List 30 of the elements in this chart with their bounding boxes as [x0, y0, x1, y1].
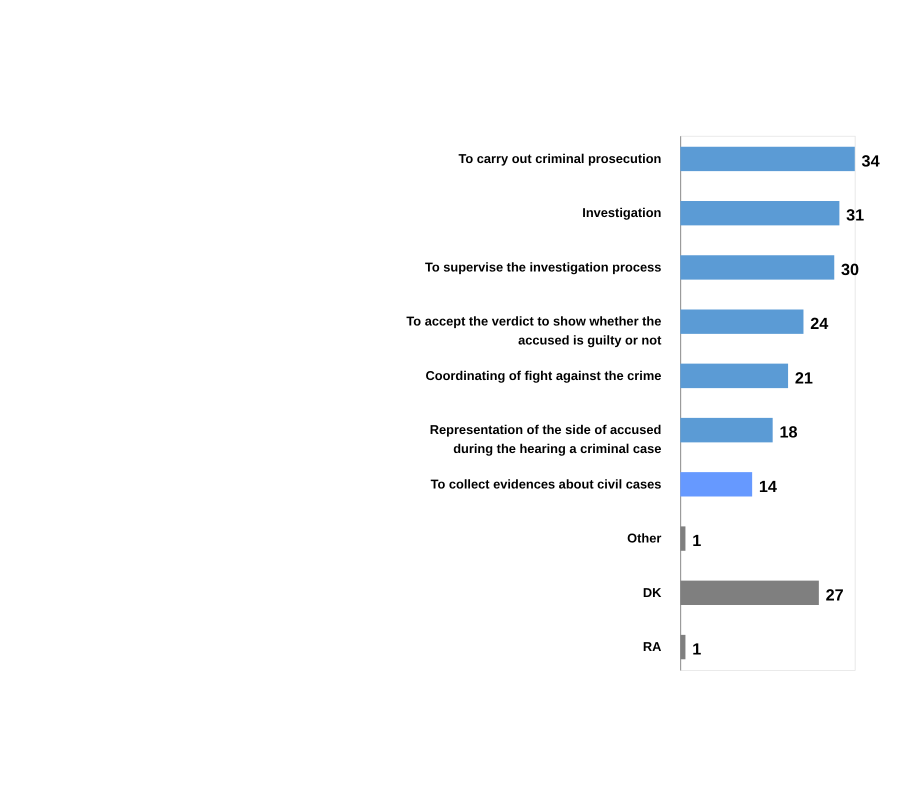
data-label: 18 [779, 424, 798, 442]
bar [680, 526, 686, 551]
data-label: 14 [758, 478, 777, 496]
y-tick-label: To accept the verdict to show whether the accused is guilty or not [406, 314, 662, 348]
data-label: 1 [692, 532, 702, 550]
y-tick-label: Investigation [582, 205, 662, 220]
data-label: 24 [810, 315, 828, 334]
bar [680, 472, 752, 497]
y-tick-label: Representation of the side of accused during the hearing a criminal case [430, 422, 662, 456]
data-label: 30 [841, 260, 860, 279]
y-tick-label: To carry out criminal prosecution [458, 150, 662, 166]
bar [680, 364, 788, 388]
y-tick-label: RA [642, 639, 662, 654]
bar [680, 200, 840, 226]
y-tick-label: DK [642, 584, 662, 600]
y-tick-label: Other [627, 530, 662, 546]
bar [680, 255, 834, 280]
bar [680, 634, 686, 660]
y-tick-label: To supervise the investigation process [424, 259, 662, 274]
bar [680, 418, 773, 442]
data-label: 1 [692, 640, 702, 659]
y-tick-label: Coordinating of fight against the crime [425, 368, 662, 383]
bar [680, 580, 819, 606]
data-label: 34 [862, 152, 880, 170]
data-label: 27 [826, 586, 844, 604]
data-label: 31 [846, 206, 864, 225]
bar [680, 309, 804, 334]
bar [680, 146, 855, 172]
data-label: 21 [794, 369, 813, 388]
y-tick-label: To collect evidences about civil cases [430, 476, 662, 492]
